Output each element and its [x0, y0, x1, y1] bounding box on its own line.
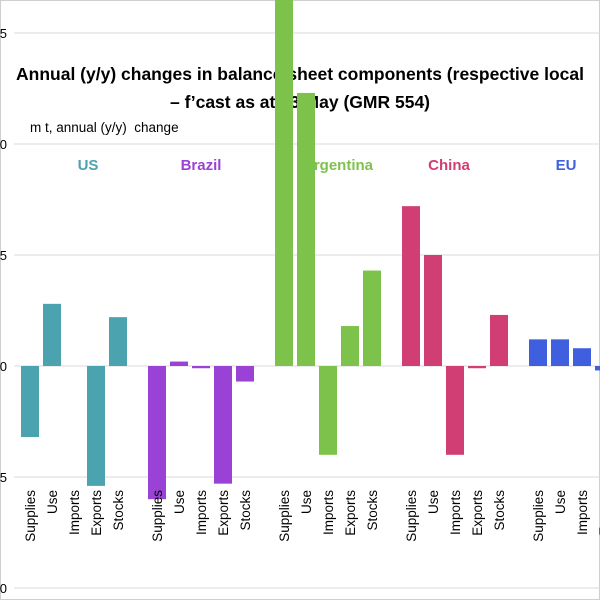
x-tick-label: Stocks	[365, 490, 380, 531]
x-tick-label: Supplies	[404, 490, 419, 542]
bar	[87, 366, 105, 486]
x-tick-label: Stocks	[111, 490, 126, 531]
x-tick-label: Use	[553, 490, 568, 514]
x-tick-label: Use	[299, 490, 314, 514]
y-tick-label: 5	[0, 470, 7, 485]
x-tick-label: Supplies	[277, 490, 292, 542]
x-tick-label: Supplies	[150, 490, 165, 542]
group-label: China	[428, 157, 470, 174]
x-tick-label: Stocks	[238, 490, 253, 531]
y-tick-label: 0	[0, 359, 7, 374]
group-label: Brazil	[181, 157, 222, 174]
bar	[529, 339, 547, 366]
x-tick-label: Imports	[321, 490, 336, 535]
y-tick-label: 5	[0, 248, 7, 263]
bar	[468, 366, 486, 369]
bar	[424, 255, 442, 366]
group-label: Argentina	[303, 157, 374, 174]
bar	[43, 303, 61, 366]
y-axis-label: m t, annual (y/y) change	[30, 120, 179, 135]
bar	[214, 366, 232, 484]
x-tick-label: Stocks	[492, 490, 507, 531]
group-label: EU	[556, 157, 577, 174]
y-tick-label: 0	[0, 137, 7, 152]
bar	[402, 206, 420, 366]
bar	[148, 366, 166, 500]
x-tick-label: Exports	[343, 490, 358, 536]
x-tick-label: Use	[172, 490, 187, 514]
bar	[297, 92, 315, 366]
x-tick-label: Imports	[448, 490, 463, 535]
x-tick-label: Exports	[216, 490, 231, 536]
x-tick-label: Exports	[597, 490, 600, 536]
bar	[551, 339, 569, 366]
bar	[341, 326, 359, 366]
bar	[573, 348, 591, 366]
x-tick-label: Imports	[575, 490, 590, 535]
x-tick-label: Supplies	[531, 490, 546, 542]
group-label: US	[78, 157, 99, 174]
x-tick-label: Imports	[194, 490, 209, 535]
chart-title-line1: Annual (y/y) changes in balance sheet co…	[16, 64, 584, 84]
x-tick-label: Imports	[67, 490, 82, 535]
bar	[446, 366, 464, 455]
bar	[192, 366, 210, 369]
bar	[275, 0, 293, 367]
bar	[319, 366, 337, 455]
bar	[21, 366, 39, 438]
bar	[109, 317, 127, 366]
x-tick-label: Exports	[89, 490, 104, 536]
x-tick-label: Supplies	[23, 490, 38, 542]
x-tick-label: Exports	[470, 490, 485, 536]
bar	[236, 366, 254, 382]
x-tick-label: Use	[45, 490, 60, 514]
y-tick-label: 5	[0, 26, 7, 41]
x-tick-label: Use	[426, 490, 441, 514]
bar	[490, 314, 508, 366]
bar	[170, 361, 188, 366]
bar	[595, 366, 600, 371]
bar	[363, 270, 381, 366]
y-tick-label: 0	[0, 581, 7, 596]
